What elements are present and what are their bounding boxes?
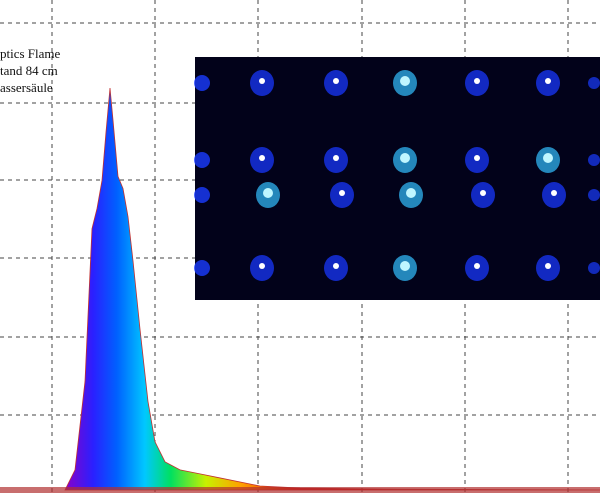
led-core xyxy=(480,190,486,196)
led-edge xyxy=(194,187,210,203)
led-core xyxy=(339,190,345,196)
annotation: tand 84 cm xyxy=(0,63,58,78)
led-edge xyxy=(588,154,600,166)
spectrum-area xyxy=(64,87,600,491)
led-core xyxy=(333,263,339,269)
led-core xyxy=(259,78,265,84)
led-edge xyxy=(588,262,600,274)
led-edge xyxy=(588,77,600,89)
led-edge xyxy=(194,152,210,168)
led-edge xyxy=(588,189,600,201)
led-core xyxy=(474,78,480,84)
led-core xyxy=(400,153,410,163)
led-core xyxy=(400,76,410,86)
led-core xyxy=(333,78,339,84)
baseline-strip xyxy=(0,487,600,493)
led-core xyxy=(259,155,265,161)
led-edge xyxy=(194,260,210,276)
annotation: assersäule xyxy=(0,80,53,95)
plot xyxy=(64,87,600,491)
led-photo xyxy=(194,57,600,300)
led-core xyxy=(263,188,273,198)
led-edge xyxy=(194,75,210,91)
led-core xyxy=(545,78,551,84)
led-core xyxy=(545,263,551,269)
led-core xyxy=(551,190,557,196)
led-core xyxy=(400,261,410,271)
led-core xyxy=(543,153,553,163)
annotations: ptics Flame tand 84 cm assersäule xyxy=(0,46,61,95)
led-core xyxy=(474,263,480,269)
annotation: ptics Flame xyxy=(0,46,61,61)
led-core xyxy=(333,155,339,161)
led-core xyxy=(259,263,265,269)
led-core xyxy=(406,188,416,198)
led-core xyxy=(474,155,480,161)
